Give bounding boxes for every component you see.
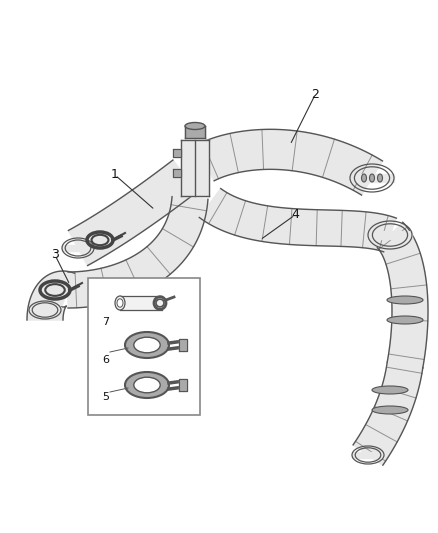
Ellipse shape <box>378 174 382 182</box>
Ellipse shape <box>134 377 160 393</box>
Polygon shape <box>173 149 181 157</box>
Polygon shape <box>196 130 382 195</box>
Ellipse shape <box>370 174 374 182</box>
Ellipse shape <box>125 372 169 398</box>
Ellipse shape <box>387 296 423 304</box>
Polygon shape <box>179 339 187 351</box>
Polygon shape <box>377 222 428 368</box>
Ellipse shape <box>372 386 408 394</box>
Text: 3: 3 <box>51 248 59 262</box>
Polygon shape <box>68 160 197 265</box>
Ellipse shape <box>185 123 205 130</box>
Polygon shape <box>185 126 205 138</box>
Text: 6: 6 <box>102 355 109 365</box>
Ellipse shape <box>117 299 123 307</box>
Polygon shape <box>353 362 423 465</box>
Polygon shape <box>27 271 74 320</box>
Polygon shape <box>181 140 209 196</box>
Polygon shape <box>173 169 181 177</box>
Text: 5: 5 <box>102 392 109 402</box>
Text: 1: 1 <box>111 168 119 182</box>
Ellipse shape <box>125 332 169 358</box>
Ellipse shape <box>387 316 423 324</box>
Text: 7: 7 <box>102 317 109 327</box>
Ellipse shape <box>361 174 367 182</box>
Polygon shape <box>120 296 162 310</box>
Polygon shape <box>179 379 187 391</box>
Polygon shape <box>199 189 396 252</box>
Polygon shape <box>352 453 384 458</box>
Ellipse shape <box>134 337 160 353</box>
Polygon shape <box>62 245 94 251</box>
FancyBboxPatch shape <box>88 278 200 415</box>
Ellipse shape <box>372 406 408 414</box>
Polygon shape <box>350 174 394 182</box>
Ellipse shape <box>115 296 125 310</box>
Text: 4: 4 <box>291 208 299 222</box>
Text: 2: 2 <box>311 88 319 101</box>
Polygon shape <box>29 308 61 313</box>
Polygon shape <box>368 231 412 239</box>
Polygon shape <box>68 197 208 308</box>
